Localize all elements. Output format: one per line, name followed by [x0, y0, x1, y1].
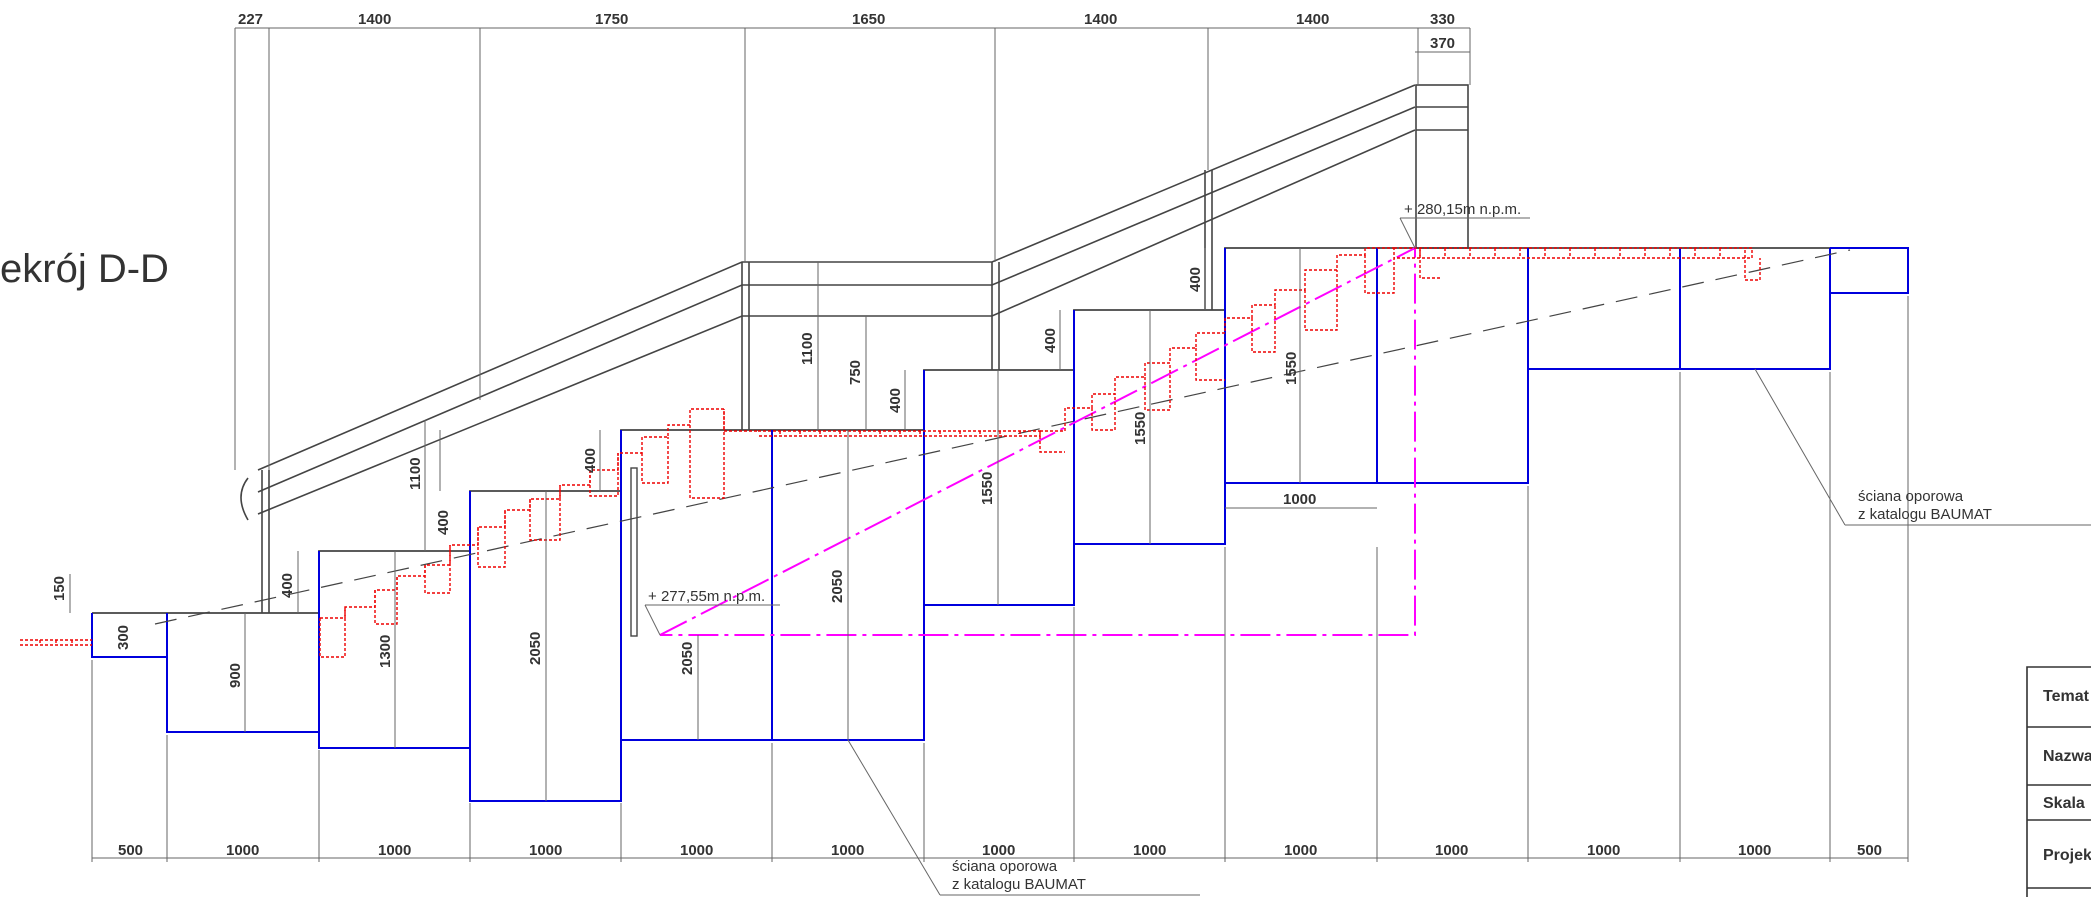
wall-callout-right-1: ściana oporowa: [1858, 488, 1964, 505]
slope-triangle: [659, 246, 1416, 636]
bottom-dim-5: 1000: [680, 842, 713, 859]
bottom-dim-3: 1000: [378, 842, 411, 859]
bottom-dim-1: 500: [118, 842, 143, 859]
top-dim-inner: 370: [1430, 35, 1455, 52]
bottom-dim-11: 1000: [1587, 842, 1620, 859]
bottom-dim-7: 1000: [982, 842, 1015, 859]
top-dim-5: 1400: [1084, 11, 1117, 28]
bottom-dim-2: 1000: [226, 842, 259, 859]
wall-callout-bottom-2: z katalogu BAUMAT: [952, 876, 1086, 893]
top-dim-6: 1400: [1296, 11, 1329, 28]
section-title: ekrój D-D: [0, 247, 169, 291]
vdim-step4-400: 400: [582, 448, 599, 473]
bottom-dim-4: 1000: [529, 842, 562, 859]
title-block-row2: Nazwa: [2043, 748, 2091, 765]
vdim-step1-400: 400: [279, 573, 296, 598]
title-block-row3: Skala: [2043, 795, 2085, 812]
existing-stairs: [20, 247, 1761, 658]
elevation-lower-value: 277,55m n.p.m.: [661, 588, 765, 605]
title-block-row4: Projek: [2043, 847, 2091, 864]
dimension-lines: [69, 27, 2091, 896]
bottom-dim-8: 1000: [1133, 842, 1166, 859]
vdim-left-300: 300: [115, 625, 132, 650]
vdim-step2-400: 400: [435, 510, 452, 535]
bottom-dim-13: 500: [1857, 842, 1882, 859]
vdim-step8-1550: 1550: [1283, 352, 1300, 385]
bollard: [630, 467, 638, 637]
vdim-rail-1100: 1100: [799, 332, 816, 365]
top-dim-1: 227: [238, 11, 263, 28]
vdim-step2-1100: 1100: [407, 457, 424, 490]
elevation-lower: + 277,55m n.p.m.: [648, 588, 765, 605]
bottom-dim-6: 1000: [831, 842, 864, 859]
vdim-step3-2050: 2050: [527, 632, 544, 665]
hdim-inner-1000: 1000: [1283, 491, 1316, 508]
title-block: [2026, 666, 2091, 897]
vdim-step6-1550: 1550: [979, 472, 996, 505]
title-block-row1: Temat: [2043, 688, 2090, 705]
bottom-dim-9: 1000: [1284, 842, 1317, 859]
top-dim-7: 330: [1430, 11, 1455, 28]
wall-callout-bottom-1: ściana oporowa: [952, 858, 1058, 875]
vdim-step1-900: 900: [227, 663, 244, 688]
vdim-left-150: 150: [51, 576, 68, 601]
top-dim-4: 1650: [852, 11, 885, 28]
bottom-dim-10: 1000: [1435, 842, 1468, 859]
vdim-step7-400: 400: [1187, 267, 1204, 292]
foundations: [91, 247, 1909, 802]
bottom-dim-12: 1000: [1738, 842, 1771, 859]
vdim-rail-750: 750: [847, 360, 864, 385]
wall-callout-right-2: z katalogu BAUMAT: [1858, 506, 1992, 523]
vdim-step4-2050: 2050: [679, 642, 696, 675]
slope-dashed-line: [154, 249, 1851, 625]
vdim-step7-1550: 1550: [1132, 412, 1149, 445]
vdim-step5-2050: 2050: [829, 570, 846, 603]
vdim-rail-400: 400: [887, 388, 904, 413]
elevation-upper-value: 280,15m n.p.m.: [1417, 201, 1521, 218]
vdim-step2-1300: 1300: [377, 635, 394, 668]
top-dim-3: 1750: [595, 11, 628, 28]
handrail: [240, 84, 1469, 613]
top-dim-2: 1400: [358, 11, 391, 28]
vdim-step6-400: 400: [1042, 328, 1059, 353]
elevation-upper: + 280,15m n.p.m.: [1404, 201, 1521, 218]
